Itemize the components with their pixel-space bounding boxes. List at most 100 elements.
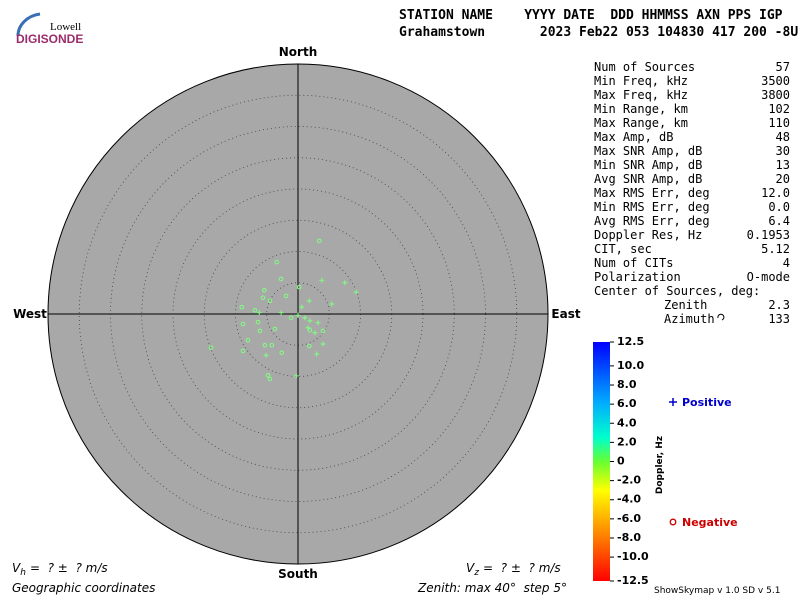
- stat-value: 4: [783, 256, 790, 270]
- colorbar-tick-label: 2.0: [617, 435, 637, 448]
- colorbar-tick-label: -6.0: [617, 512, 641, 525]
- negative-marker: [669, 518, 677, 526]
- stat-label: Max Freq, kHz: [594, 88, 688, 102]
- vz-text: = ? ± ? m/s: [483, 561, 561, 575]
- vz-sub: z: [473, 568, 479, 578]
- positive-source: [295, 312, 301, 318]
- stat-label: Min Range, km: [594, 102, 688, 116]
- positive-source: [319, 277, 325, 283]
- colorbar-label: Doppler, Hz: [655, 436, 665, 494]
- positive-source: [302, 315, 308, 321]
- center-label: Center of Sources, deg:: [594, 284, 760, 298]
- colorbar-tick-label: 12.5: [617, 335, 644, 348]
- stat-label: Max Amp, dB: [594, 130, 673, 144]
- vh-text: = ? ± ? m/s: [30, 561, 108, 575]
- version: ShowSkymap v 1.0 SD v 5.1: [654, 586, 780, 596]
- colorbar-tick-label: 0: [617, 455, 625, 468]
- positive-source: [320, 341, 326, 347]
- stat-label: Num of Sources: [594, 60, 695, 74]
- stat-value: 30: [776, 144, 790, 158]
- vh: Vh = ? ± ? m/s: [12, 561, 108, 578]
- negative-source: [267, 298, 273, 304]
- positive-source: [315, 320, 321, 326]
- positive-source: [256, 310, 262, 316]
- vz: Vz = ? ± ? m/s: [466, 561, 561, 578]
- east-label: East: [551, 307, 580, 321]
- negative-source: [240, 321, 246, 327]
- negative-source: [288, 315, 294, 321]
- vh-sub: h: [20, 568, 26, 578]
- stat-value: 3500: [761, 74, 790, 88]
- colorbar-tick-label: -12.5: [617, 574, 649, 587]
- colorbar-tick-label: -8.0: [617, 531, 641, 544]
- stat-label: Avg SNR Amp, dB: [594, 172, 702, 186]
- negative-source: [283, 293, 289, 299]
- stat-label: Min Freq, kHz: [594, 74, 688, 88]
- colorbar-tick-label: -4.0: [617, 493, 641, 506]
- stat-label: Max RMS Err, deg: [594, 186, 710, 200]
- header-values: Grahamstown 2023 Feb22 053 104830 417 20…: [399, 25, 798, 40]
- negative-source: [239, 304, 245, 310]
- stat-value: 13: [776, 158, 790, 172]
- header-labels: STATION NAME YYYY DATE DDD HHMMSS AXN PP…: [399, 8, 783, 23]
- stat-value: 0.1953: [747, 228, 790, 242]
- south-label: South: [278, 567, 318, 581]
- stat-value: 0.0: [768, 200, 790, 214]
- negative-source: [274, 259, 280, 265]
- stat-value: O-mode: [747, 270, 790, 284]
- stat-label: Avg RMS Err, deg: [594, 214, 710, 228]
- positive-marker: [669, 398, 677, 406]
- stat-value: 110: [768, 116, 790, 130]
- negative-source: [320, 328, 326, 334]
- logo-swoosh: [16, 12, 41, 37]
- stat-label: Max Range, km: [594, 116, 688, 130]
- colorbar-tick-label: 8.0: [617, 378, 637, 391]
- negative-source: [240, 348, 246, 354]
- negative-source: [245, 337, 251, 343]
- negative-source: [257, 328, 263, 334]
- stat-value: 3800: [761, 88, 790, 102]
- colorbar-tick-label: 4.0: [617, 416, 637, 429]
- negative-source: [208, 345, 214, 351]
- colorbar-tick-label: 10.0: [617, 359, 644, 372]
- negative-source: [267, 376, 273, 382]
- positive-source: [263, 352, 269, 358]
- west-label: West: [13, 307, 47, 321]
- stat-label: Min RMS Err, deg: [594, 200, 710, 214]
- stat-label: CIT, sec: [594, 242, 652, 256]
- positive-source: [306, 298, 312, 304]
- azimuth-glyph: [717, 313, 725, 321]
- north-label: North: [279, 45, 317, 59]
- positive-source: [342, 280, 348, 286]
- positive-source: [293, 373, 299, 379]
- negative-source: [260, 295, 266, 301]
- colorbar-tick-label: -10.0: [617, 550, 649, 563]
- colorbar-tick-label: 6.0: [617, 397, 637, 410]
- stat-label: Num of CITs: [594, 256, 673, 270]
- positive-source: [312, 330, 318, 336]
- stat-value: 5.12: [761, 242, 790, 256]
- positive-source: [307, 318, 313, 324]
- logo-top: Lowell: [50, 21, 81, 33]
- center-value: 2.3: [768, 298, 790, 312]
- positive-source: [305, 325, 311, 331]
- coords-note: Geographic coordinates: [12, 581, 155, 595]
- stat-label: Doppler Res, Hz: [594, 228, 702, 242]
- positive-label: Positive: [682, 396, 732, 409]
- negative-source: [296, 284, 302, 290]
- negative-label: Negative: [682, 516, 738, 529]
- colorbar: [593, 342, 610, 581]
- positive-source: [278, 310, 284, 316]
- stat-value: 6.4: [768, 214, 790, 228]
- negative-source: [262, 342, 268, 348]
- center-label: Zenith: [664, 298, 707, 312]
- stat-label: Min SNR Amp, dB: [594, 158, 702, 172]
- center-value: 133: [768, 312, 790, 326]
- center-label: Azimuth: [664, 312, 715, 326]
- negative-source: [261, 287, 267, 293]
- positive-source: [299, 304, 305, 310]
- negative-source: [306, 343, 312, 349]
- stat-label: Max SNR Amp, dB: [594, 144, 702, 158]
- logo-bottom: DIGISONDE: [16, 32, 83, 46]
